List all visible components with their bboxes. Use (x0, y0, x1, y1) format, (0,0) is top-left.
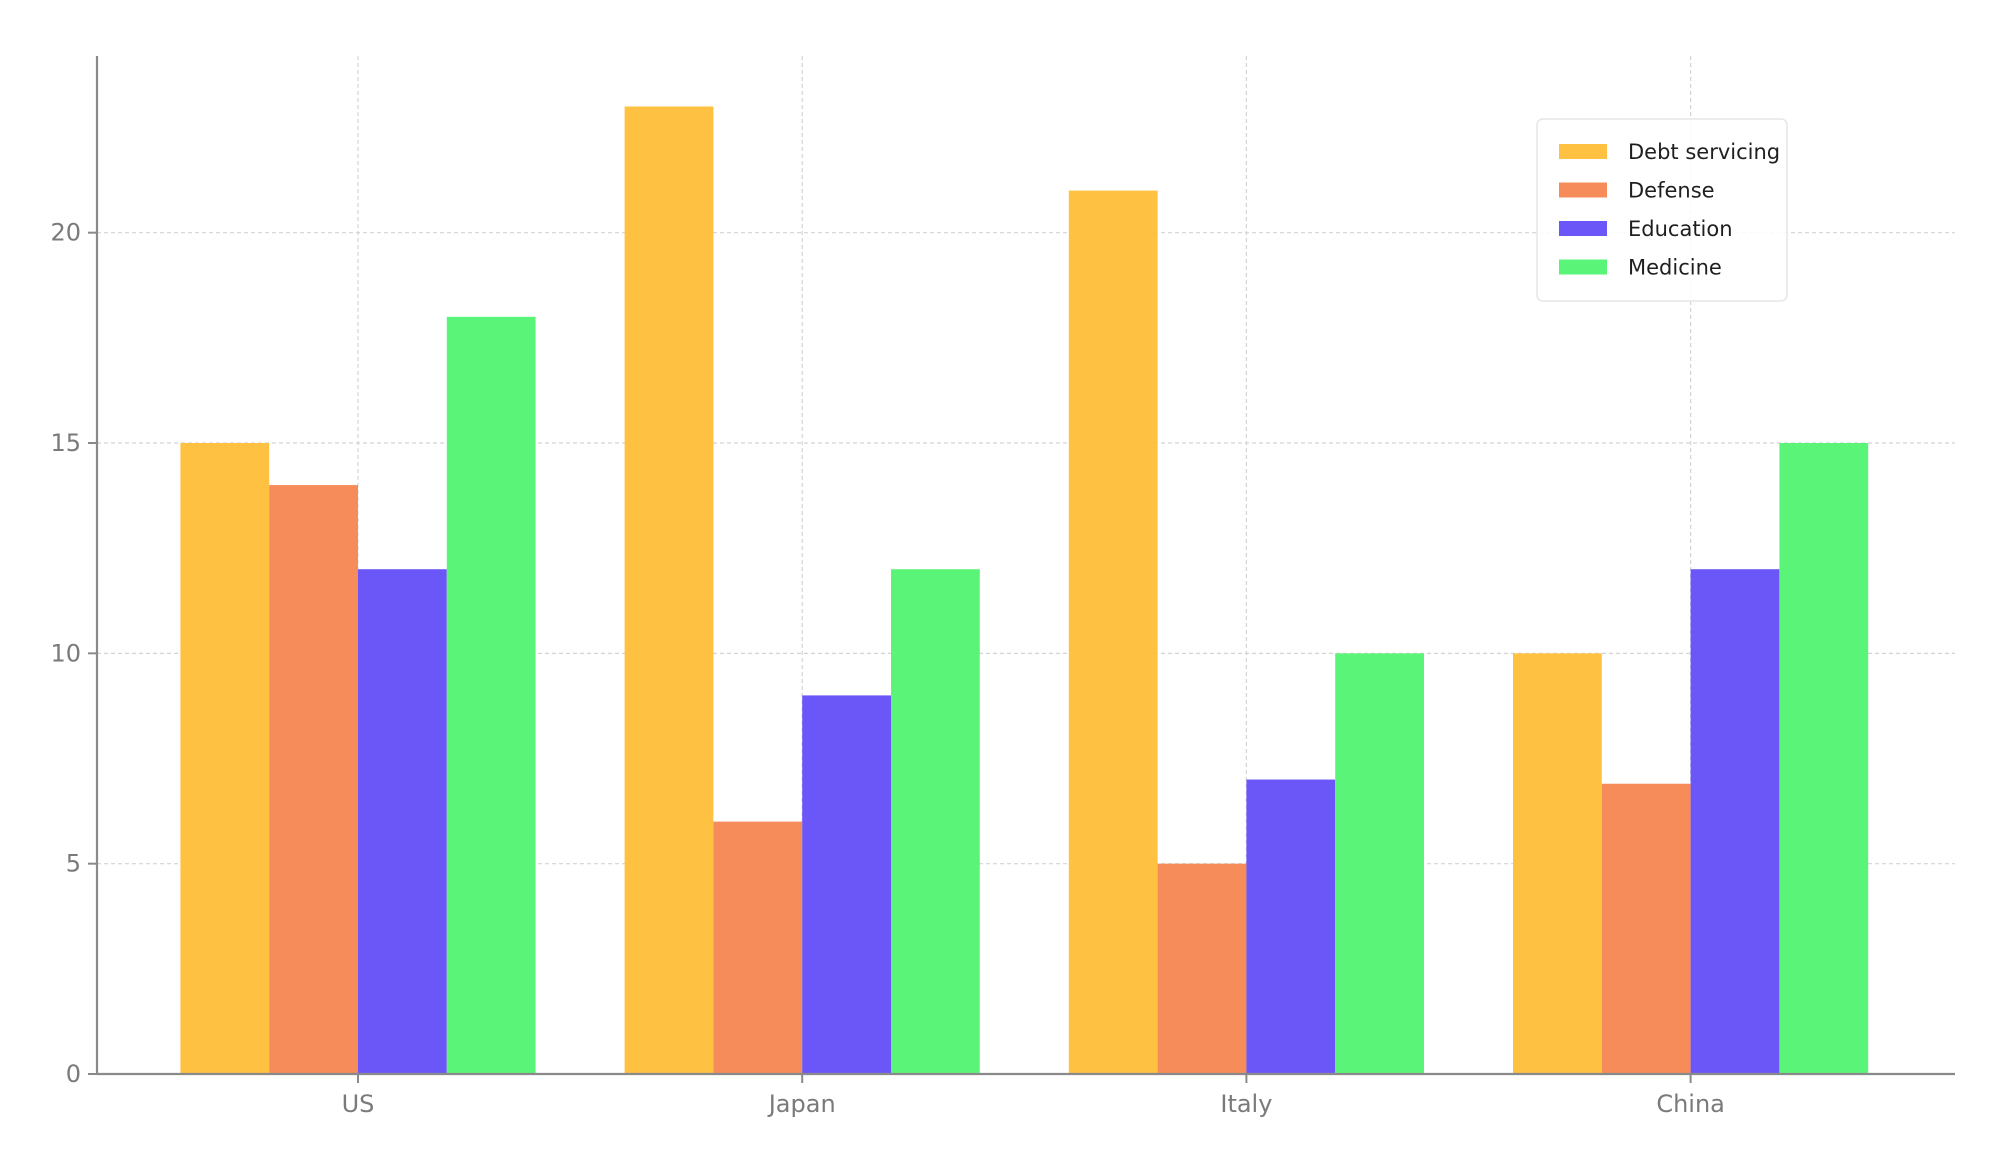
bar-defense-japan (713, 821, 803, 1074)
bar-education-china (1690, 569, 1780, 1074)
legend-swatch (1559, 221, 1607, 236)
y-tick-label: 5 (66, 850, 81, 878)
bars (180, 106, 1869, 1075)
legend-swatch (1559, 259, 1607, 275)
y-tick-label: 15 (50, 429, 81, 457)
x-tick-label: US (342, 1090, 375, 1118)
x-tick-label: China (1656, 1090, 1725, 1118)
legend-swatch (1559, 182, 1607, 198)
y-tick-label: 0 (66, 1060, 81, 1088)
legend-box (1536, 118, 1788, 302)
y-tick-label: 20 (50, 219, 81, 247)
legend-swatch (1559, 144, 1607, 159)
bar-medicine-italy (1335, 653, 1424, 1074)
axes: 0 5 10 15 20 US Japan Italy China (50, 56, 1955, 1118)
bar-education-us (358, 569, 447, 1074)
legend: Debt servicing Defense Education Medicine (1536, 118, 1788, 302)
bar-defense-us (269, 485, 358, 1075)
bar-education-italy (1246, 779, 1336, 1074)
y-tick-label: 10 (50, 639, 81, 667)
x-tick-label: Japan (767, 1090, 836, 1118)
bar-debt-servicing-italy (1068, 190, 1158, 1074)
bar-education-japan (802, 695, 891, 1074)
legend-label: Debt servicing (1628, 140, 1780, 164)
x-tick-label: Italy (1220, 1090, 1272, 1118)
bar-medicine-china (1779, 443, 1869, 1074)
legend-label: Medicine (1628, 256, 1722, 280)
legend-label: Defense (1628, 179, 1715, 203)
bar-defense-italy (1157, 863, 1247, 1074)
legend-label: Education (1628, 217, 1733, 241)
bar-debt-servicing-us (180, 443, 270, 1074)
bar-medicine-us (446, 316, 536, 1074)
bar-medicine-japan (891, 569, 980, 1074)
bar-debt-servicing-japan (624, 106, 714, 1074)
bar-debt-servicing-china (1513, 653, 1602, 1074)
bar-defense-china (1601, 783, 1691, 1074)
